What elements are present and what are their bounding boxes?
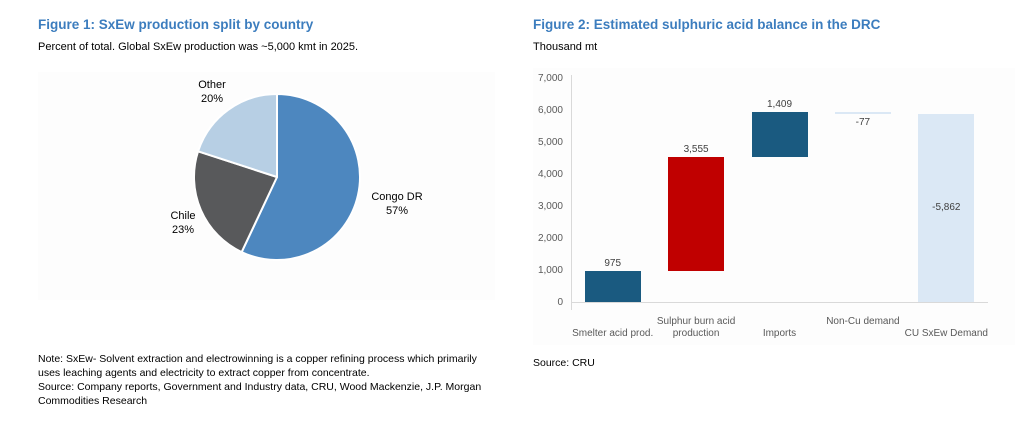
figure1-source-text: Source: Company reports, Government and … xyxy=(38,380,482,407)
x-axis-category-label-line: Non-Cu demand xyxy=(826,316,900,327)
pie-label-line: 23% xyxy=(171,224,195,236)
y-axis-tick-label: 6,000 xyxy=(537,105,563,116)
pie-label-line: Other xyxy=(198,79,226,91)
x-axis-category-label: Imports xyxy=(730,328,830,340)
y-axis-tick-label: 5,000 xyxy=(537,137,563,148)
waterfall-bar-non-cu-demand xyxy=(834,111,891,115)
bar-value-label: 3,555 xyxy=(683,144,709,156)
pie-chart-svg xyxy=(193,93,361,261)
figure1-footnote: Note: SxEw- Solvent extraction and elect… xyxy=(38,353,493,408)
figure1-note-text: Note: SxEw- Solvent extraction and elect… xyxy=(38,353,477,379)
pie-label-line: Chile xyxy=(170,210,196,222)
bar-value-label: 1,409 xyxy=(766,98,793,110)
x-axis-category-label-line: production xyxy=(672,328,720,339)
waterfall-bar-sulphur-burn-acid-production xyxy=(668,157,725,271)
x-axis-category-label: Non-Cu demand xyxy=(813,316,913,328)
waterfall-bar-imports xyxy=(751,111,808,158)
x-axis-category-label: Sulphur burn acid production xyxy=(646,316,746,340)
figure2-ylabel: Thousand mt xyxy=(533,41,598,53)
pie-label-congo-dr: Congo DR 57% xyxy=(347,190,447,218)
y-axis-line xyxy=(571,75,572,310)
pie-slice-congo-dr xyxy=(240,93,361,261)
figure2-title: Figure 2: Estimated sulphuric acid balan… xyxy=(533,17,881,32)
y-axis-tick-label: 7,000 xyxy=(537,73,563,84)
y-axis-tick-label: 1,000 xyxy=(537,265,563,276)
pie-label-line: Congo DR xyxy=(371,191,423,203)
pie-slice-other xyxy=(197,93,278,178)
x-axis-category-label: Smelter acid prod. xyxy=(563,328,663,340)
pie-label-line: 20% xyxy=(200,93,224,105)
pie-label-line: 57% xyxy=(385,205,409,217)
y-axis-tick-label: 3,000 xyxy=(537,201,563,212)
pie-label-other: Other 20% xyxy=(162,78,262,106)
x-axis-category-label-line: CU SxEw Demand xyxy=(904,328,988,339)
pie-label-chile: Chile 23% xyxy=(133,209,233,237)
bar-value-label: -5,862 xyxy=(932,202,961,214)
y-axis-tick-label: 2,000 xyxy=(537,233,563,244)
x-axis-category-label-line: Smelter acid prod. xyxy=(572,328,654,339)
bar-value-label: -77 xyxy=(855,117,871,129)
figure1-subtitle: Percent of total. Global SxEw production… xyxy=(38,41,359,53)
pie-chart: Congo DR 57% Chile 23% Other 20% xyxy=(38,72,495,300)
y-axis-tick-label: 4,000 xyxy=(537,169,563,180)
y-axis-tick-label: 0 xyxy=(557,297,563,308)
pie-slice-chile xyxy=(193,150,278,254)
waterfall-bar-cu-sxew-demand xyxy=(918,114,975,302)
x-axis-category-label-line: Sulphur burn acid xyxy=(656,316,736,327)
waterfall-bar-smelter-acid-prod- xyxy=(584,270,641,302)
waterfall-chart: 7,000 6,000 5,000 4,000 3,000 2,000 1,000 0 975 3… xyxy=(533,68,1015,345)
x-axis-category-label-line: Imports xyxy=(762,328,797,339)
x-axis-category-label: CU SxEw Demand xyxy=(896,328,996,340)
x-axis-baseline xyxy=(571,302,988,303)
figure1-title: Figure 1: SxEw production split by count… xyxy=(38,17,314,32)
bar-value-label: 975 xyxy=(604,257,622,269)
figure2-source-text: Source: CRU xyxy=(533,357,595,369)
